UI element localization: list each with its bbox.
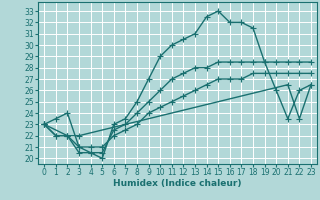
X-axis label: Humidex (Indice chaleur): Humidex (Indice chaleur) [113, 179, 242, 188]
